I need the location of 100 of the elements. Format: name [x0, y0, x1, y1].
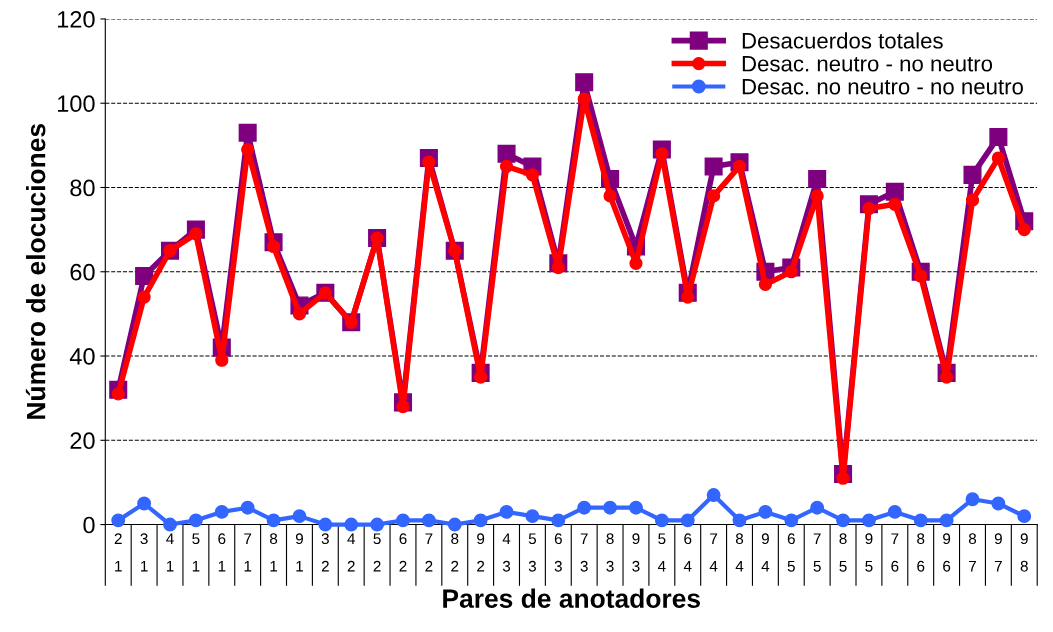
point [370, 517, 385, 532]
point [989, 127, 1008, 146]
point [344, 517, 359, 532]
point [680, 513, 695, 528]
point [499, 504, 514, 519]
point [163, 517, 177, 532]
point [654, 513, 669, 528]
x-tick-label: 6 4 [683, 533, 692, 572]
point [706, 488, 721, 503]
point [732, 513, 747, 528]
point [396, 513, 410, 528]
x-tick-label: 8 2 [451, 533, 459, 572]
x-tick-label: 9 6 [943, 533, 951, 572]
point [551, 260, 565, 275]
x-tick-label: 9 1 [295, 533, 303, 572]
x-axis-title: Pares de anotadores [443, 588, 700, 608]
point [963, 165, 982, 184]
point [238, 123, 257, 142]
point [241, 142, 255, 157]
point [810, 500, 825, 515]
point [784, 513, 799, 528]
point [758, 277, 772, 291]
y-tick-label: 100 [57, 95, 95, 113]
point [396, 399, 410, 414]
x-tick-label: 8 3 [606, 533, 614, 572]
point [887, 504, 902, 519]
point [551, 513, 566, 528]
x-tick-label: 5 3 [528, 533, 537, 572]
x-tick-label: 4 3 [502, 533, 511, 572]
x-tick-label: 9 3 [632, 533, 640, 572]
x-tick-label: 7 2 [425, 533, 433, 572]
point [111, 513, 126, 528]
point [137, 496, 152, 511]
y-tick-label: 80 [70, 179, 95, 197]
point [240, 500, 255, 515]
x-tick-label: 6 1 [218, 533, 226, 572]
point [861, 513, 876, 528]
point [862, 201, 876, 216]
y-tick-label: 0 [83, 516, 95, 534]
point [810, 189, 824, 203]
x-tick-label: 9 2 [477, 533, 485, 572]
x-tick-label: 6 5 [787, 533, 795, 572]
point [421, 513, 436, 528]
point [188, 513, 203, 528]
point [888, 197, 902, 211]
x-tick-label: 4 1 [166, 533, 174, 572]
point [473, 513, 488, 528]
x-tick-label: 8 6 [917, 533, 925, 572]
x-tick-label: 6 2 [399, 533, 407, 572]
point [135, 266, 154, 286]
point [707, 189, 721, 203]
x-tick-label: 7 1 [244, 533, 252, 572]
point [497, 144, 516, 163]
x-tick-label: 5 4 [657, 533, 666, 572]
x-tick-label: 9 8 [1020, 533, 1028, 572]
point [266, 239, 281, 254]
point [525, 168, 540, 182]
legend-label: Desac. neutro - no neutro [742, 56, 993, 72]
x-tick-label: 9 5 [865, 533, 873, 572]
x-tick-label: 8 4 [735, 533, 744, 572]
y-tick-label: 20 [70, 432, 95, 450]
point [603, 189, 617, 203]
legend-label: Desac. no neutro - no neutro [742, 78, 1023, 95]
x-tick-label: 8 5 [839, 533, 847, 572]
x-tick-label: 2 1 [114, 533, 122, 572]
point [137, 290, 151, 304]
point [704, 157, 723, 176]
point [525, 509, 540, 524]
x-tick-label: 7 4 [709, 533, 718, 572]
x-tick-label: 3 1 [140, 533, 148, 572]
point [732, 159, 747, 174]
point [913, 513, 928, 528]
point [318, 517, 333, 532]
x-tick-label: 6 3 [554, 533, 562, 572]
point [447, 517, 462, 532]
x-tick-label: 8 7 [968, 533, 977, 572]
x-tick-label: 9 7 [994, 533, 1002, 572]
point [965, 492, 980, 507]
x-tick-label: 7 6 [891, 533, 899, 572]
x-tick-label: 3 2 [321, 533, 329, 572]
point [575, 73, 594, 92]
y-tick-label: 60 [70, 263, 95, 281]
point [1017, 509, 1032, 524]
point [1017, 223, 1031, 237]
x-tick-label: 5 2 [373, 533, 381, 572]
x-tick-label: 8 1 [269, 533, 278, 572]
point [603, 500, 618, 515]
point [758, 504, 773, 519]
x-tick-label: 7 3 [580, 533, 588, 572]
x-tick-label: 9 4 [761, 533, 770, 572]
point [292, 307, 307, 321]
x-tick-label: 7 5 [813, 533, 821, 572]
point [885, 182, 904, 201]
point [629, 256, 643, 270]
point [577, 500, 592, 515]
x-tick-label: 5 1 [192, 533, 200, 572]
point [965, 193, 980, 207]
point [266, 513, 281, 528]
legend-label: Desacuerdos totales [742, 32, 943, 49]
x-tick-label: 4 2 [347, 533, 356, 572]
